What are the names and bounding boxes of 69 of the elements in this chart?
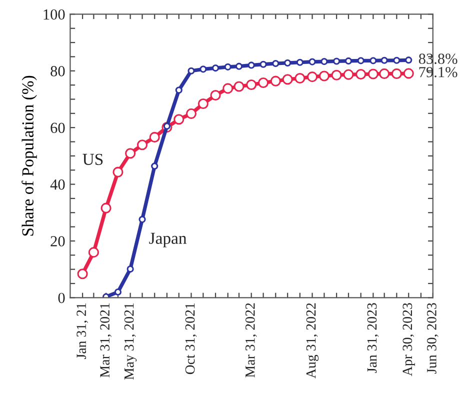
y-tick-label: 40 xyxy=(50,179,65,190)
point xyxy=(284,59,292,66)
point xyxy=(296,58,304,66)
x-tick-label: May 31, 2021 xyxy=(124,303,137,380)
x-tick-label: Jan 31, 2023 xyxy=(367,303,379,373)
x-tick-label: Mar 31, 2022 xyxy=(245,303,257,378)
x-tick-label: Oct 31, 2021 xyxy=(185,303,197,374)
point xyxy=(380,56,388,64)
point xyxy=(188,67,195,74)
point xyxy=(370,57,377,64)
y-axis-title: Share of Population (%) xyxy=(22,76,37,236)
x-tick-label: Apr 30, 2023 xyxy=(402,303,415,376)
series-label: US xyxy=(82,154,103,166)
point xyxy=(224,63,232,70)
point xyxy=(149,132,160,142)
point xyxy=(320,58,328,66)
point xyxy=(186,108,197,119)
point xyxy=(151,162,158,170)
x-tick-label: Mar 31, 2021 xyxy=(100,303,112,378)
point xyxy=(258,78,269,88)
point xyxy=(200,66,207,73)
point xyxy=(405,56,412,64)
point xyxy=(306,72,318,82)
x-tick-label: Jan 31, 21 xyxy=(76,303,88,359)
point xyxy=(318,70,330,82)
point xyxy=(138,216,146,223)
point xyxy=(393,56,400,64)
point xyxy=(403,68,414,79)
point xyxy=(210,90,221,101)
point xyxy=(368,68,378,80)
point xyxy=(175,86,182,94)
point xyxy=(343,69,354,80)
x-tick-label: Aug 31, 2022 xyxy=(306,303,319,378)
y-tick-label: 0 xyxy=(58,292,65,304)
point xyxy=(248,62,255,69)
point xyxy=(88,247,99,258)
y-tick-label: 100 xyxy=(44,9,65,20)
point xyxy=(126,266,134,273)
point xyxy=(270,76,281,86)
point xyxy=(136,140,148,150)
point xyxy=(235,62,243,70)
point xyxy=(308,58,316,66)
point xyxy=(260,60,267,68)
y-tick-label: 80 xyxy=(50,66,65,76)
point xyxy=(212,64,220,72)
point xyxy=(125,148,136,159)
point xyxy=(282,74,293,85)
point xyxy=(174,114,184,125)
point xyxy=(234,81,244,92)
point xyxy=(331,70,342,80)
point xyxy=(357,57,364,64)
point xyxy=(333,58,340,65)
series-label: Japan xyxy=(149,232,187,248)
x-tick-label: Jun 30, 2023 xyxy=(427,303,438,374)
y-tick-label: 60 xyxy=(50,122,65,134)
point xyxy=(114,288,122,296)
point xyxy=(294,72,306,84)
point xyxy=(379,68,390,79)
point xyxy=(112,166,124,178)
point xyxy=(246,79,257,90)
point xyxy=(77,268,88,280)
point xyxy=(272,60,280,68)
point xyxy=(391,68,402,79)
y-tick-label: 20 xyxy=(50,236,65,246)
point xyxy=(356,69,366,80)
point xyxy=(344,57,352,64)
point xyxy=(222,83,234,94)
point xyxy=(100,202,112,214)
point xyxy=(198,98,208,110)
